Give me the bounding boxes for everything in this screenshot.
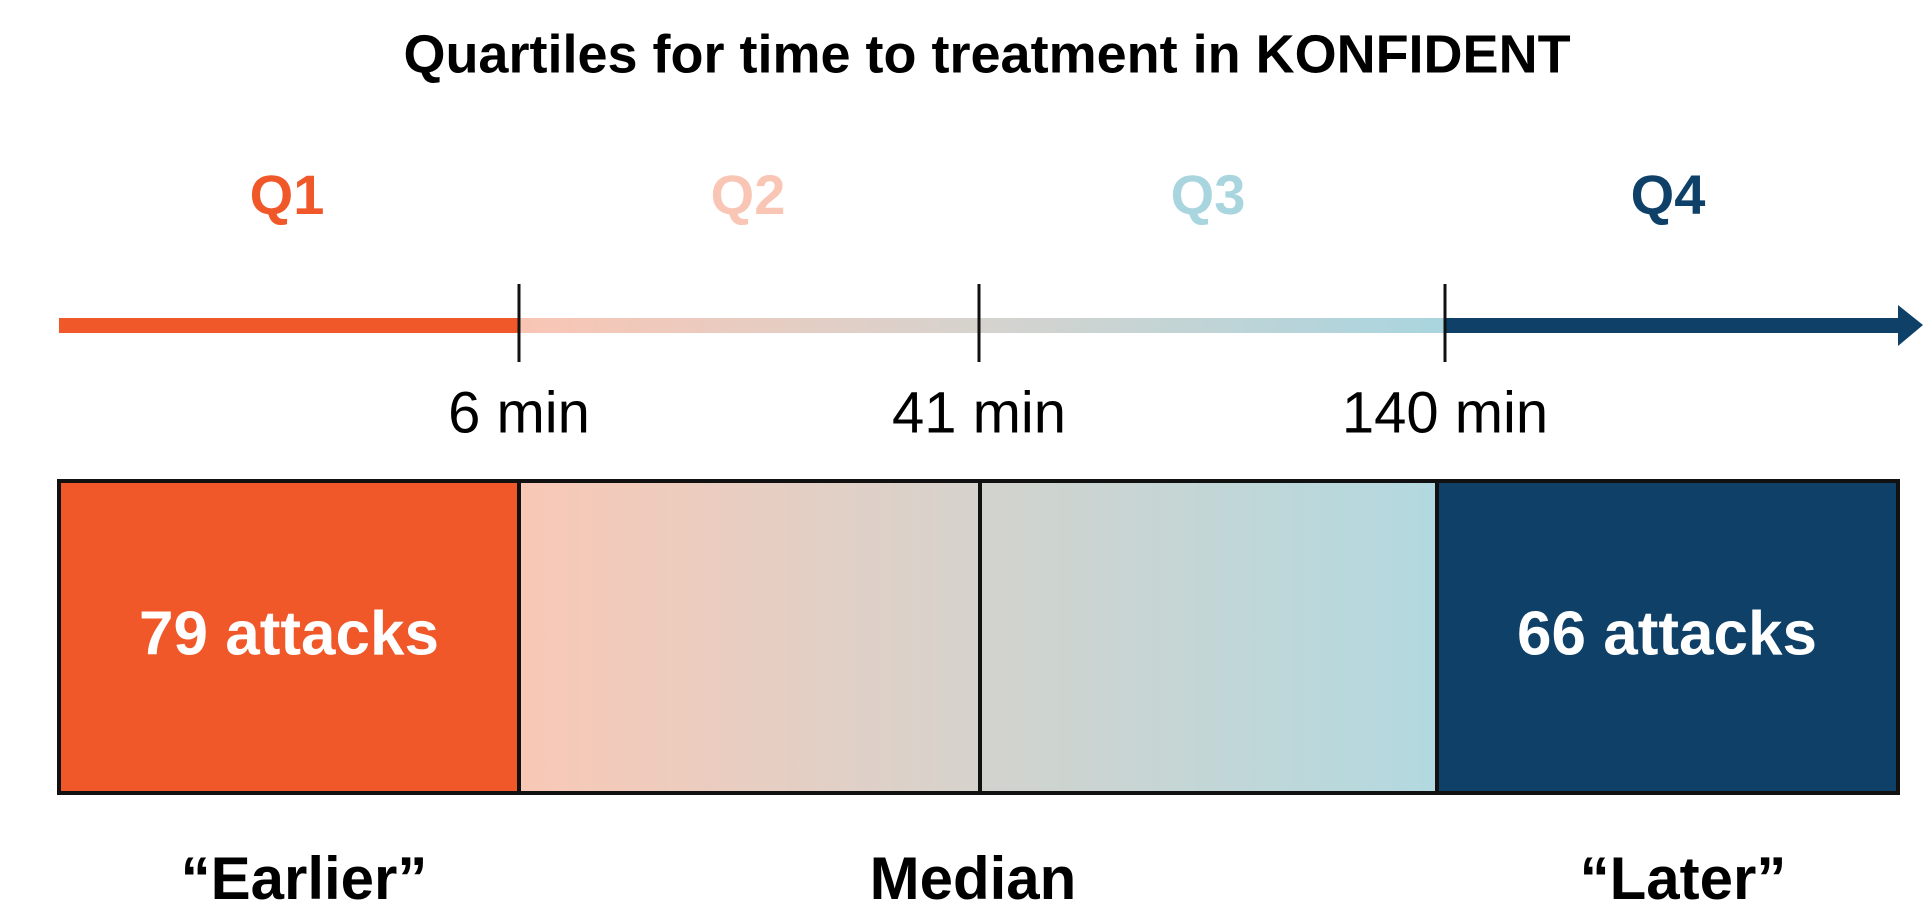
threshold-label: 140 min [1342,380,1548,445]
box-q4 [1437,481,1898,793]
box-label: 79 attacks [139,599,439,668]
threshold-label: 6 min [448,380,590,445]
quartile-label: Q1 [250,163,325,226]
timeline-q4 [1445,318,1905,333]
bottom-label: Median [870,845,1077,912]
bottom-label: “Earlier” [181,845,428,912]
box-q2 [519,481,980,793]
quartile-label: Q4 [1631,163,1706,226]
bottom-label: “Later” [1580,845,1787,912]
title: Quartiles for time to treatment in KONFI… [403,24,1570,84]
box-q3 [980,481,1437,793]
arrow-head [1898,305,1923,346]
quartile-label: Q2 [711,163,786,226]
quartile-label: Q3 [1171,163,1246,226]
timeline-q1 [59,318,519,333]
box-label: 66 attacks [1517,599,1817,668]
timeline-middle [519,318,1445,333]
threshold-label: 41 min [892,380,1066,445]
box-q1 [59,481,519,793]
